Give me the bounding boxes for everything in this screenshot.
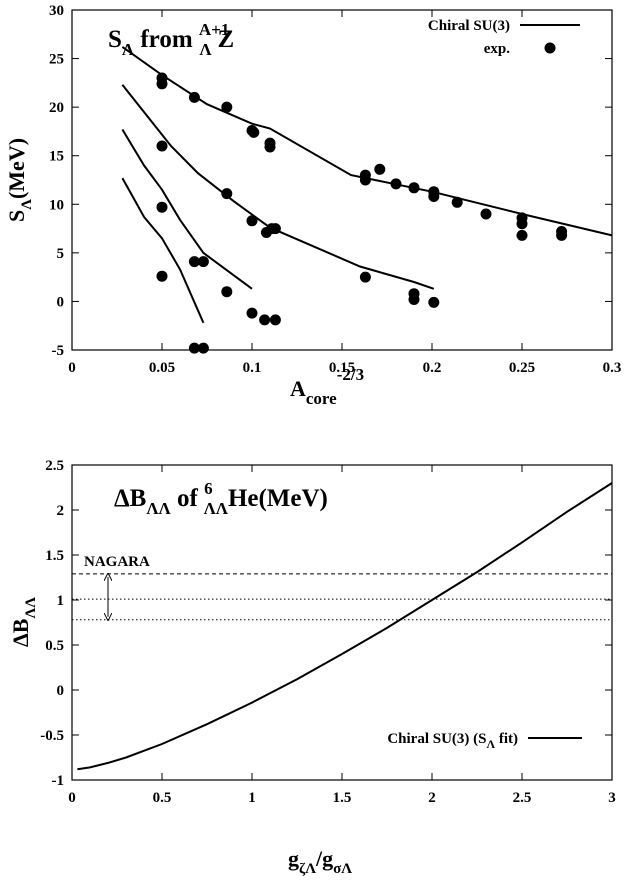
y-tick-label: 10	[49, 197, 64, 213]
legend-label: Chiral SU(3) (SΛ fit)	[387, 731, 518, 751]
x-tick-label: 0.15	[329, 360, 355, 376]
data-point	[556, 229, 568, 241]
x-tick-label: 0.3	[603, 360, 622, 376]
x-tick-labels: 0 0.05 0.1 0.15 0.2 0.25 0.3	[68, 360, 621, 376]
x-tick-label: 3	[608, 790, 616, 806]
tick-marks	[71, 464, 613, 781]
series-lines	[77, 482, 613, 771]
data-point	[156, 270, 168, 282]
data-point	[269, 314, 281, 326]
data-point	[264, 141, 276, 153]
data-point	[408, 182, 420, 194]
x-tick-labels: 0 0.5 1 1.5 2 2.5 3	[68, 790, 616, 806]
data-point	[428, 296, 440, 308]
plot-frame	[71, 9, 613, 351]
data-point	[188, 342, 200, 354]
x-tick-label: 2.5	[513, 790, 532, 806]
legend-label-exp: exp.	[484, 41, 511, 57]
x-axis-label: gζΛ/gσΛ	[288, 846, 352, 877]
data-point	[516, 229, 528, 241]
model-lines	[121, 46, 613, 324]
y-tick-label: 0	[57, 683, 65, 699]
x-tick-label: 0.1	[243, 360, 262, 376]
model-line-1	[121, 84, 435, 290]
data-point	[428, 191, 440, 202]
data-point	[359, 174, 371, 186]
y-tick-label: 1.5	[45, 548, 64, 564]
legend: Chiral SU(3) exp.	[428, 18, 580, 57]
y-tick-label: 0.5	[45, 638, 64, 654]
data-point	[516, 218, 528, 230]
data-point	[156, 78, 168, 90]
data-point	[188, 91, 200, 103]
x-tick-label: 0.5	[153, 790, 172, 806]
x-tick-label: 0	[68, 790, 76, 806]
data-point	[221, 286, 233, 298]
x-tick-label: 0.25	[509, 360, 535, 376]
data-point	[451, 196, 463, 208]
data-point	[197, 342, 209, 354]
y-tick-label: 5	[57, 246, 65, 262]
y-axis-label: SΛ(MeV)	[4, 138, 35, 222]
x-tick-label: 0.2	[423, 360, 442, 376]
y-tick-label: 25	[49, 52, 64, 68]
data-point	[480, 208, 492, 220]
y-tick-label: 20	[49, 100, 64, 116]
model-line-0	[121, 46, 613, 237]
y-tick-label: 2	[57, 503, 65, 519]
y-tick-label: -5	[52, 343, 65, 359]
data-point	[221, 101, 233, 113]
data-point	[246, 215, 258, 227]
tick-marks	[71, 9, 613, 351]
x-tick-label: 1	[248, 790, 256, 806]
y-tick-label: -1	[52, 773, 65, 789]
nagara-label: NAGARA	[84, 554, 150, 570]
data-point	[359, 271, 371, 283]
y-axis-label: ΔBΛΛ	[8, 597, 39, 647]
series-line	[77, 482, 613, 771]
x-tick-label: 2	[428, 790, 436, 806]
data-point	[408, 294, 420, 305]
chart-title: SΛ from A+1 Λ Z	[108, 20, 234, 59]
data-points	[156, 72, 568, 354]
y-tick-label: 15	[49, 149, 64, 165]
y-tick-label: 1	[57, 593, 65, 609]
y-tick-label: 2.5	[45, 458, 64, 474]
y-tick-label: 0	[57, 294, 65, 310]
data-point	[374, 163, 386, 175]
legend-marker-exp	[544, 42, 556, 54]
legend: Chiral SU(3) (SΛ fit)	[387, 731, 582, 751]
y-tick-labels: -1 -0.5 0 0.5 1 1.5 2 2.5	[40, 458, 64, 789]
x-tick-label: 1.5	[333, 790, 352, 806]
x-axis-label: Acore-2/3	[290, 365, 364, 408]
data-point	[246, 307, 258, 319]
y-tick-labels: -5 0 5 10 15 20 25 30	[49, 3, 64, 359]
data-point	[221, 188, 233, 200]
reference-lines	[72, 573, 612, 621]
legend-label-chiral: Chiral SU(3)	[428, 18, 510, 34]
chart-title: ΔBΛΛ of 6 ΛΛHe(MeV)	[114, 479, 328, 518]
data-point	[156, 140, 168, 152]
data-point	[197, 256, 209, 268]
data-point	[248, 126, 260, 138]
model-line-3	[121, 177, 205, 324]
model-line-2	[121, 128, 253, 290]
x-tick-label: 0	[68, 360, 76, 376]
data-point	[156, 201, 168, 213]
data-point	[259, 314, 271, 326]
y-tick-label: 30	[49, 3, 64, 19]
data-point	[269, 223, 281, 235]
data-point	[188, 256, 200, 268]
data-point	[390, 178, 402, 190]
x-tick-label: 0.05	[149, 360, 175, 376]
y-tick-label: -0.5	[40, 728, 64, 744]
chart-2: -1-0.500.511.522.5 0 0.5 1 1.5 2 2.5 3 NAGARA …	[8, 458, 616, 877]
